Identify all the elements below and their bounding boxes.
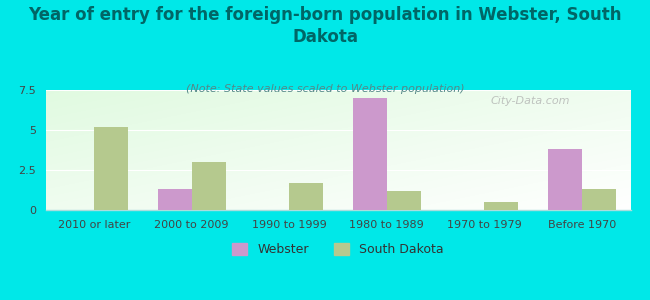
Bar: [94, 127, 129, 210]
Bar: [582, 189, 616, 210]
Bar: [192, 162, 226, 210]
Legend: Webster, South Dakota: Webster, South Dakota: [227, 238, 448, 261]
Bar: [484, 202, 519, 210]
Bar: [547, 149, 582, 210]
Bar: [157, 189, 192, 210]
Text: Year of entry for the foreign-born population in Webster, South
Dakota: Year of entry for the foreign-born popul…: [28, 6, 622, 46]
Text: City-Data.com: City-Data.com: [490, 96, 569, 106]
Bar: [387, 191, 421, 210]
Bar: [289, 183, 324, 210]
Text: (Note: State values scaled to Webster population): (Note: State values scaled to Webster po…: [186, 84, 464, 94]
Bar: [353, 98, 387, 210]
